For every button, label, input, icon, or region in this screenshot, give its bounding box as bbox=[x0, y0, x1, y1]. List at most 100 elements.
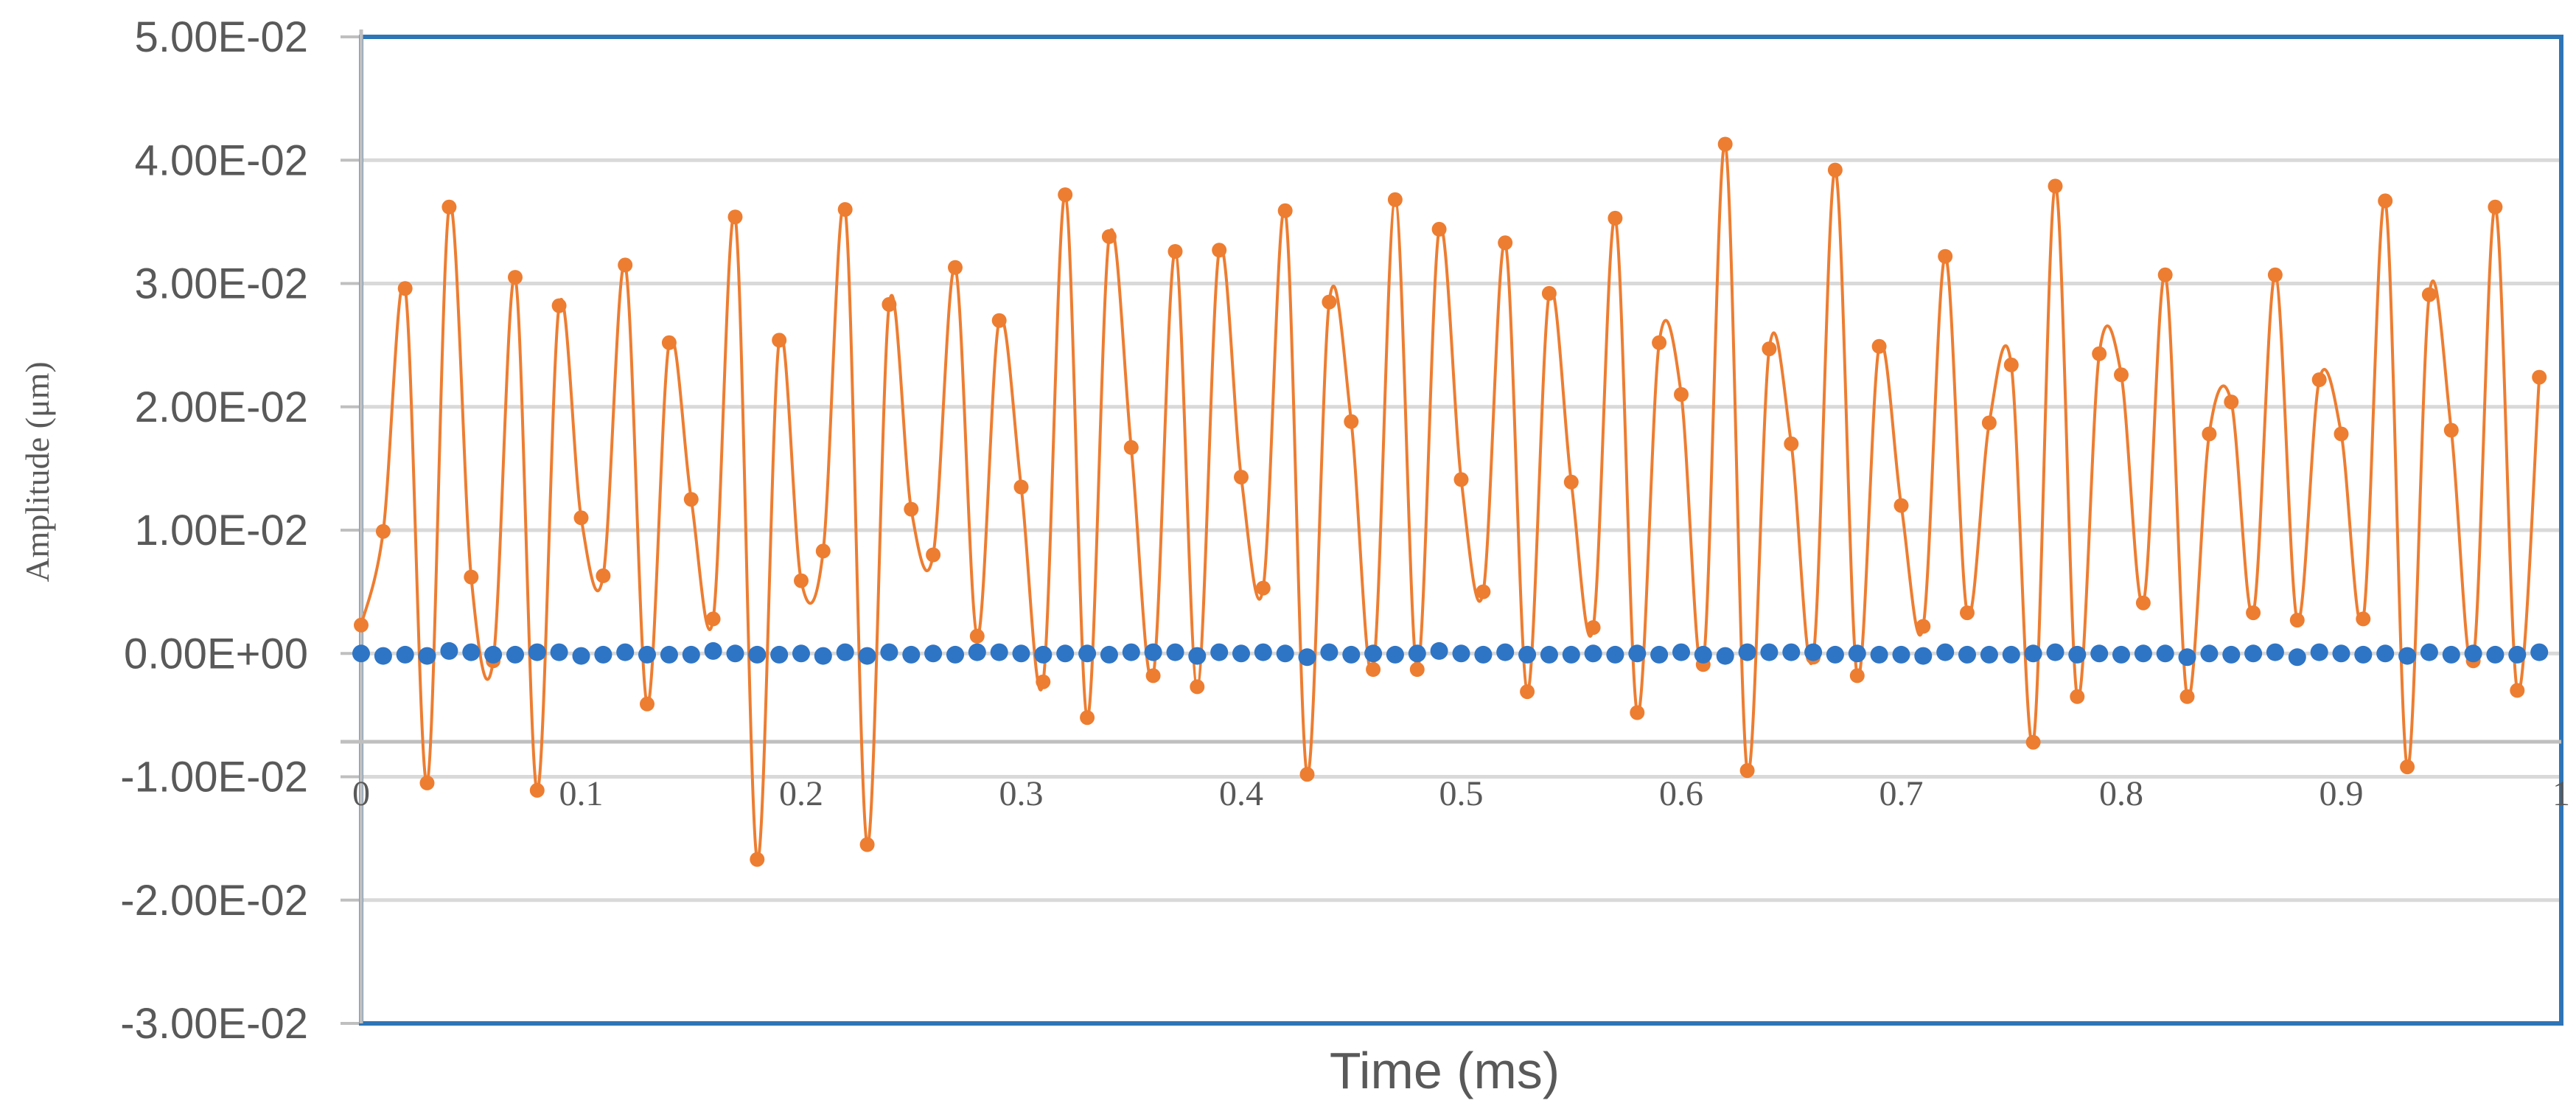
series-1-point bbox=[661, 335, 677, 350]
series-1-point bbox=[2025, 734, 2041, 750]
series-1-point bbox=[1190, 679, 1205, 695]
y-tick-label: 4.00E-02 bbox=[135, 136, 308, 184]
series-2-point bbox=[2354, 645, 2373, 664]
series-1-point bbox=[508, 270, 523, 285]
series-1-point bbox=[1563, 474, 1579, 490]
series-2-point bbox=[2244, 644, 2263, 663]
series-2-point bbox=[792, 644, 810, 663]
series-2-point bbox=[1738, 643, 1756, 661]
series-1-point bbox=[2267, 267, 2283, 282]
series-1-point bbox=[529, 782, 545, 798]
series-1-point bbox=[705, 611, 721, 627]
series-1-point bbox=[2202, 426, 2217, 442]
series-2-point bbox=[352, 644, 370, 663]
series-2-point bbox=[1584, 644, 1602, 663]
series-2-point bbox=[528, 643, 546, 661]
series-1-point bbox=[794, 573, 809, 588]
series-1-point bbox=[2246, 605, 2261, 621]
x-tick-label: 0.4 bbox=[1219, 774, 1263, 813]
series-2-point bbox=[836, 643, 854, 661]
series-2-point bbox=[638, 645, 656, 664]
series-1-point bbox=[1827, 162, 1843, 178]
series-2-point bbox=[1936, 643, 1955, 661]
y-tick-label: 5.00E-02 bbox=[135, 13, 308, 61]
series-1-point bbox=[859, 837, 875, 852]
series-1-point bbox=[2378, 193, 2393, 209]
series-2-point bbox=[968, 643, 986, 661]
series-1-point bbox=[683, 492, 699, 507]
y-tick-label: 1.00E-02 bbox=[135, 507, 308, 554]
series-2-point bbox=[1100, 645, 1118, 664]
series-1-point bbox=[1058, 187, 1073, 203]
series-1-point bbox=[2135, 595, 2151, 611]
series-1-point bbox=[1981, 415, 1997, 431]
series-2-point bbox=[1342, 645, 1361, 664]
series-2-point bbox=[2420, 643, 2438, 661]
y-tick-label: 3.00E-02 bbox=[135, 260, 308, 308]
series-2-point bbox=[616, 643, 635, 661]
series-2-point bbox=[1914, 647, 1933, 665]
series-2-point bbox=[2332, 644, 2350, 663]
series-2-point bbox=[2090, 644, 2109, 663]
series-1-point bbox=[2179, 689, 2195, 704]
series-1-point bbox=[2510, 683, 2525, 698]
series-2-point bbox=[1254, 643, 1272, 661]
series-2-point bbox=[1672, 643, 1690, 661]
series-1-point bbox=[2224, 394, 2239, 410]
series-1-point bbox=[1431, 221, 1447, 237]
series-2-point bbox=[1320, 643, 1338, 661]
series-1-point bbox=[1893, 498, 1909, 513]
series-1-point bbox=[2157, 267, 2173, 282]
y-tick-label: 2.00E-02 bbox=[135, 383, 308, 431]
series-2-point bbox=[1518, 645, 1537, 664]
series-1-point bbox=[1520, 684, 1535, 700]
series-2-point bbox=[682, 645, 700, 664]
series-1-point bbox=[948, 260, 963, 275]
series-2-point bbox=[1826, 645, 1844, 664]
series-2-point bbox=[374, 647, 392, 665]
series-2-point bbox=[1716, 647, 1734, 665]
series-1-point bbox=[354, 617, 369, 633]
series-2-point bbox=[1870, 645, 1888, 664]
series-1-point bbox=[727, 209, 743, 225]
series-2-point bbox=[2156, 644, 2174, 663]
series-1-point bbox=[2400, 759, 2415, 775]
series-1-point bbox=[1344, 414, 1359, 429]
series-1-point bbox=[596, 568, 611, 583]
series-1-point bbox=[1938, 248, 1953, 264]
series-1-point bbox=[1212, 243, 1227, 258]
series-1-point bbox=[991, 313, 1007, 328]
series-1-point bbox=[1234, 470, 1249, 485]
series-1-point bbox=[375, 524, 391, 539]
series-1-point bbox=[815, 543, 831, 559]
series-1-point bbox=[2048, 178, 2063, 194]
series-2-point bbox=[1804, 643, 1823, 661]
series-2-point bbox=[2002, 645, 2020, 664]
series-2-point bbox=[2530, 643, 2549, 661]
series-1-point bbox=[1322, 294, 1337, 310]
series-2-point bbox=[2310, 643, 2328, 661]
series-2-point bbox=[1386, 645, 1404, 664]
series-2-point bbox=[1122, 643, 1140, 661]
series-2-point bbox=[2134, 644, 2152, 663]
series-1-point bbox=[1739, 763, 1755, 779]
series-2-point bbox=[572, 647, 590, 665]
series-2-point bbox=[1276, 644, 1294, 663]
series-2-point bbox=[2046, 643, 2064, 661]
series-1-point bbox=[969, 628, 985, 644]
series-2-point bbox=[396, 645, 414, 664]
series-1-point bbox=[926, 547, 941, 563]
series-2-point bbox=[1056, 644, 1075, 663]
series-1-point bbox=[1871, 338, 1887, 354]
series-2-point bbox=[2464, 644, 2482, 663]
series-1-point bbox=[2421, 287, 2437, 302]
x-tick-label: 0.2 bbox=[779, 774, 823, 813]
series-2-point bbox=[660, 645, 678, 664]
series-2-point bbox=[1430, 641, 1448, 660]
x-tick-label: 0.7 bbox=[1879, 774, 1924, 813]
series-2-point bbox=[1232, 644, 1250, 663]
series-2-point bbox=[770, 645, 789, 664]
series-1-point bbox=[551, 298, 567, 313]
